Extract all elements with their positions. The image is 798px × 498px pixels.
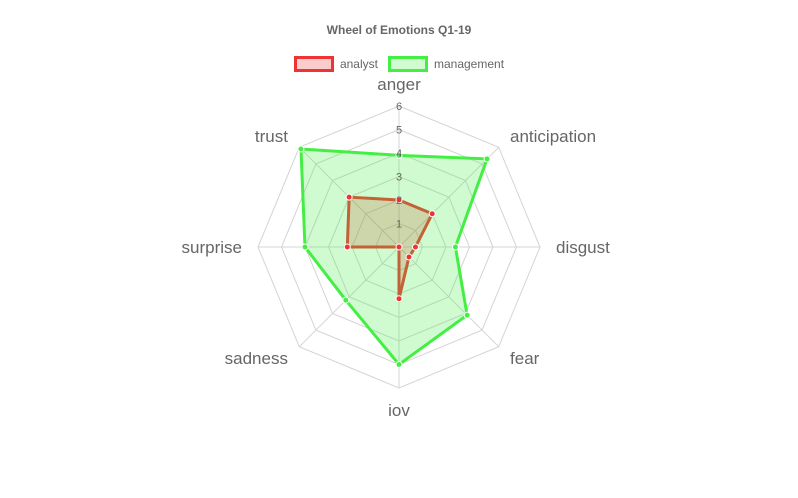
axis-label-anger: anger bbox=[377, 75, 421, 94]
tick-label-2: 2 bbox=[396, 195, 402, 207]
data-point-analyst-joy[interactable] bbox=[396, 296, 402, 302]
series-area-management bbox=[301, 149, 487, 365]
axis-label-disgust: disgust bbox=[556, 238, 610, 257]
data-point-analyst-trust[interactable] bbox=[346, 194, 352, 200]
data-point-management-disgust[interactable] bbox=[452, 244, 458, 250]
data-point-management-anticipation[interactable] bbox=[484, 156, 490, 162]
tick-label-6: 6 bbox=[396, 101, 402, 113]
tick-label-4: 4 bbox=[396, 148, 402, 160]
data-point-management-fear[interactable] bbox=[464, 312, 470, 318]
data-point-analyst-anticipation[interactable] bbox=[429, 211, 435, 217]
data-point-management-joy[interactable] bbox=[396, 362, 402, 368]
axis-label-sadness: sadness bbox=[225, 349, 288, 368]
data-point-management-surprise[interactable] bbox=[302, 244, 308, 250]
axis-label-joy: iov bbox=[388, 401, 410, 420]
axis-label-anticipation: anticipation bbox=[510, 127, 596, 146]
data-point-management-trust[interactable] bbox=[298, 146, 304, 152]
tick-label-1: 1 bbox=[396, 219, 402, 231]
data-point-analyst-fear[interactable] bbox=[406, 254, 412, 260]
axis-label-surprise: surprise bbox=[182, 238, 242, 257]
tick-label-5: 5 bbox=[396, 125, 402, 137]
data-point-analyst-sadness[interactable] bbox=[396, 244, 402, 250]
tick-label-3: 3 bbox=[396, 172, 402, 184]
data-point-analyst-disgust[interactable] bbox=[412, 244, 418, 250]
data-point-analyst-surprise[interactable] bbox=[344, 244, 350, 250]
axis-label-fear: fear bbox=[510, 349, 540, 368]
data-point-management-sadness[interactable] bbox=[343, 297, 349, 303]
axis-label-trust: trust bbox=[255, 127, 288, 146]
